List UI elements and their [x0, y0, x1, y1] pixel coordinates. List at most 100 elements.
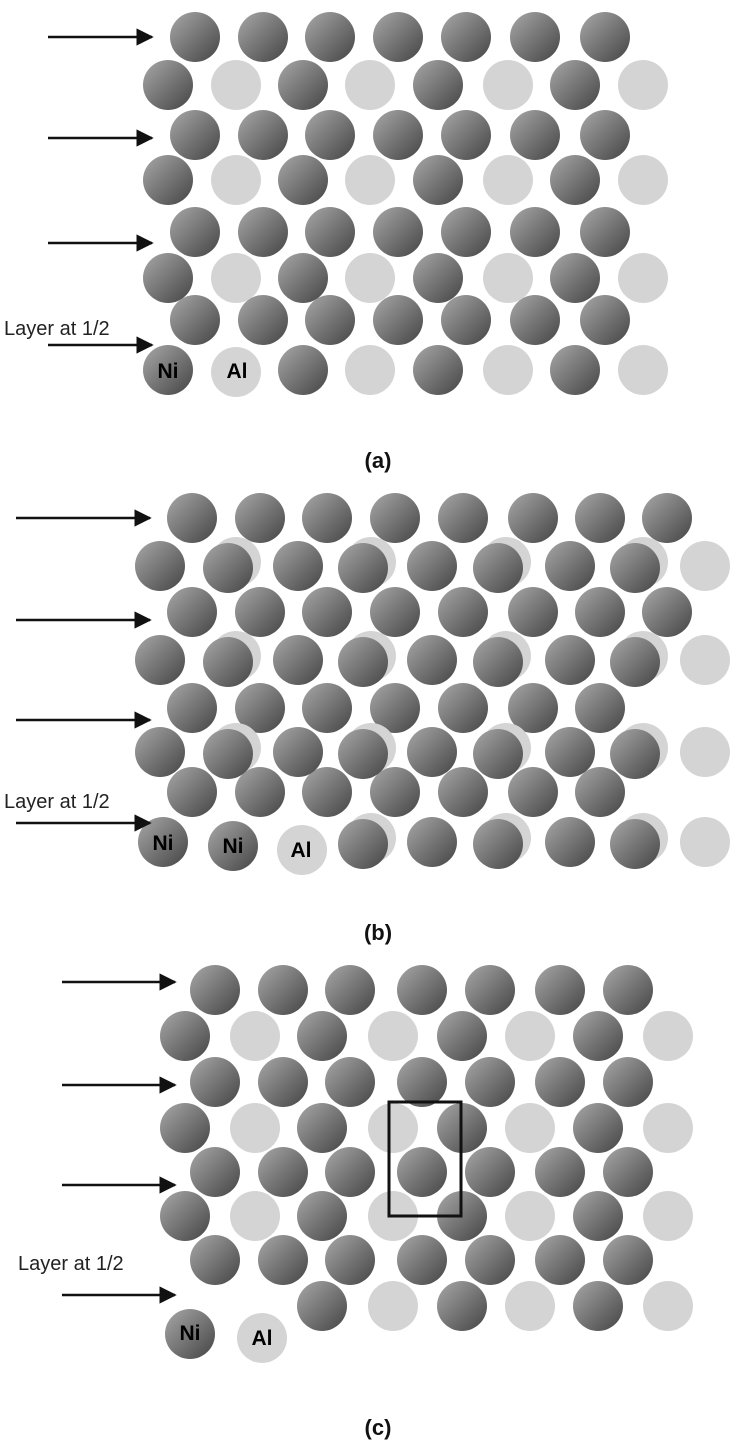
- ni-atom: [441, 12, 491, 62]
- ni-atom: [575, 683, 625, 733]
- al-atom: [483, 155, 533, 205]
- ni-atom: [510, 12, 560, 62]
- al-atom: [618, 345, 668, 395]
- ni-atom: [305, 12, 355, 62]
- ni-atom: [407, 817, 457, 867]
- ni-atom: [413, 253, 463, 303]
- ni-atom: [413, 345, 463, 395]
- ni-atom: [510, 207, 560, 257]
- ni-atom: [235, 767, 285, 817]
- al-atom: [211, 60, 261, 110]
- al-atom: [230, 1103, 280, 1153]
- ni-atom: [370, 683, 420, 733]
- legend-al-atom: [277, 825, 327, 875]
- al-label-a: Al: [227, 360, 248, 383]
- ni-atom: [297, 1103, 347, 1153]
- ni-label-b1: Ni: [153, 832, 174, 855]
- ni-atom: [407, 541, 457, 591]
- ni-atom: [305, 295, 355, 345]
- ni-atom: [325, 1057, 375, 1107]
- ni-atom: [160, 1011, 210, 1061]
- ni-atom: [190, 1147, 240, 1197]
- ni-atom: [580, 110, 630, 160]
- ni-atom: [407, 727, 457, 777]
- ni-atom: [370, 587, 420, 637]
- ni-atom: [203, 543, 253, 593]
- al-atom: [680, 635, 730, 685]
- ni-atom: [441, 110, 491, 160]
- ni-atom: [580, 12, 630, 62]
- ni-atom: [325, 965, 375, 1015]
- ni-atom: [167, 683, 217, 733]
- al-atom: [505, 1103, 555, 1153]
- ni-label-a: Ni: [158, 360, 179, 383]
- ni-atom: [550, 345, 600, 395]
- ni-atom: [235, 493, 285, 543]
- ni-atom: [258, 1057, 308, 1107]
- ni-atom: [603, 1235, 653, 1285]
- ni-atom: [190, 1057, 240, 1107]
- ni-atom: [238, 207, 288, 257]
- ni-atom: [610, 729, 660, 779]
- ni-atom: [550, 253, 600, 303]
- ni-atom: [573, 1011, 623, 1061]
- ni-atom: [143, 155, 193, 205]
- al-atom: [230, 1011, 280, 1061]
- ni-atom: [325, 1235, 375, 1285]
- ni-atom: [338, 819, 388, 869]
- ni-atom: [297, 1281, 347, 1331]
- al-atom: [643, 1191, 693, 1241]
- ni-label-b2: Ni: [223, 835, 244, 858]
- ni-atom: [370, 767, 420, 817]
- ni-atom: [258, 965, 308, 1015]
- ni-atom: [170, 295, 220, 345]
- ni-atom: [273, 727, 323, 777]
- ni-atom: [373, 12, 423, 62]
- ni-atom: [545, 817, 595, 867]
- al-atom: [483, 253, 533, 303]
- al-atom: [505, 1281, 555, 1331]
- unit-cell-box: [387, 1100, 463, 1218]
- ni-atom: [535, 965, 585, 1015]
- al-atom: [483, 60, 533, 110]
- ni-atom: [473, 729, 523, 779]
- ni-atom: [278, 60, 328, 110]
- ni-atom: [278, 345, 328, 395]
- ni-atom: [278, 155, 328, 205]
- ni-atom: [273, 635, 323, 685]
- al-atom: [505, 1191, 555, 1241]
- ni-atom: [238, 12, 288, 62]
- al-atom: [643, 1011, 693, 1061]
- ni-atom: [508, 683, 558, 733]
- ni-atom: [305, 110, 355, 160]
- al-atom: [680, 541, 730, 591]
- ni-atom: [465, 1147, 515, 1197]
- ni-atom: [575, 587, 625, 637]
- ni-atom: [170, 207, 220, 257]
- ni-atom: [535, 1147, 585, 1197]
- al-atom: [680, 727, 730, 777]
- al-atom: [345, 345, 395, 395]
- ni-atom: [370, 493, 420, 543]
- ni-atom: [437, 1281, 487, 1331]
- al-atom: [211, 155, 261, 205]
- ni-atom: [302, 767, 352, 817]
- ni-atom: [508, 587, 558, 637]
- ni-atom: [235, 683, 285, 733]
- ni-atom: [143, 60, 193, 110]
- al-atom: [643, 1103, 693, 1153]
- ni-atom: [238, 110, 288, 160]
- ni-atom: [167, 767, 217, 817]
- ni-atom: [610, 637, 660, 687]
- ni-atom: [573, 1191, 623, 1241]
- layer-label-b: Layer at 1/2: [4, 791, 110, 813]
- ni-atom: [373, 295, 423, 345]
- ni-atom: [302, 587, 352, 637]
- ni-atom: [170, 110, 220, 160]
- ni-atom: [603, 965, 653, 1015]
- ni-atom: [135, 635, 185, 685]
- ni-atom: [143, 253, 193, 303]
- ni-atom: [258, 1147, 308, 1197]
- panel-c-caption: (c): [365, 1415, 392, 1440]
